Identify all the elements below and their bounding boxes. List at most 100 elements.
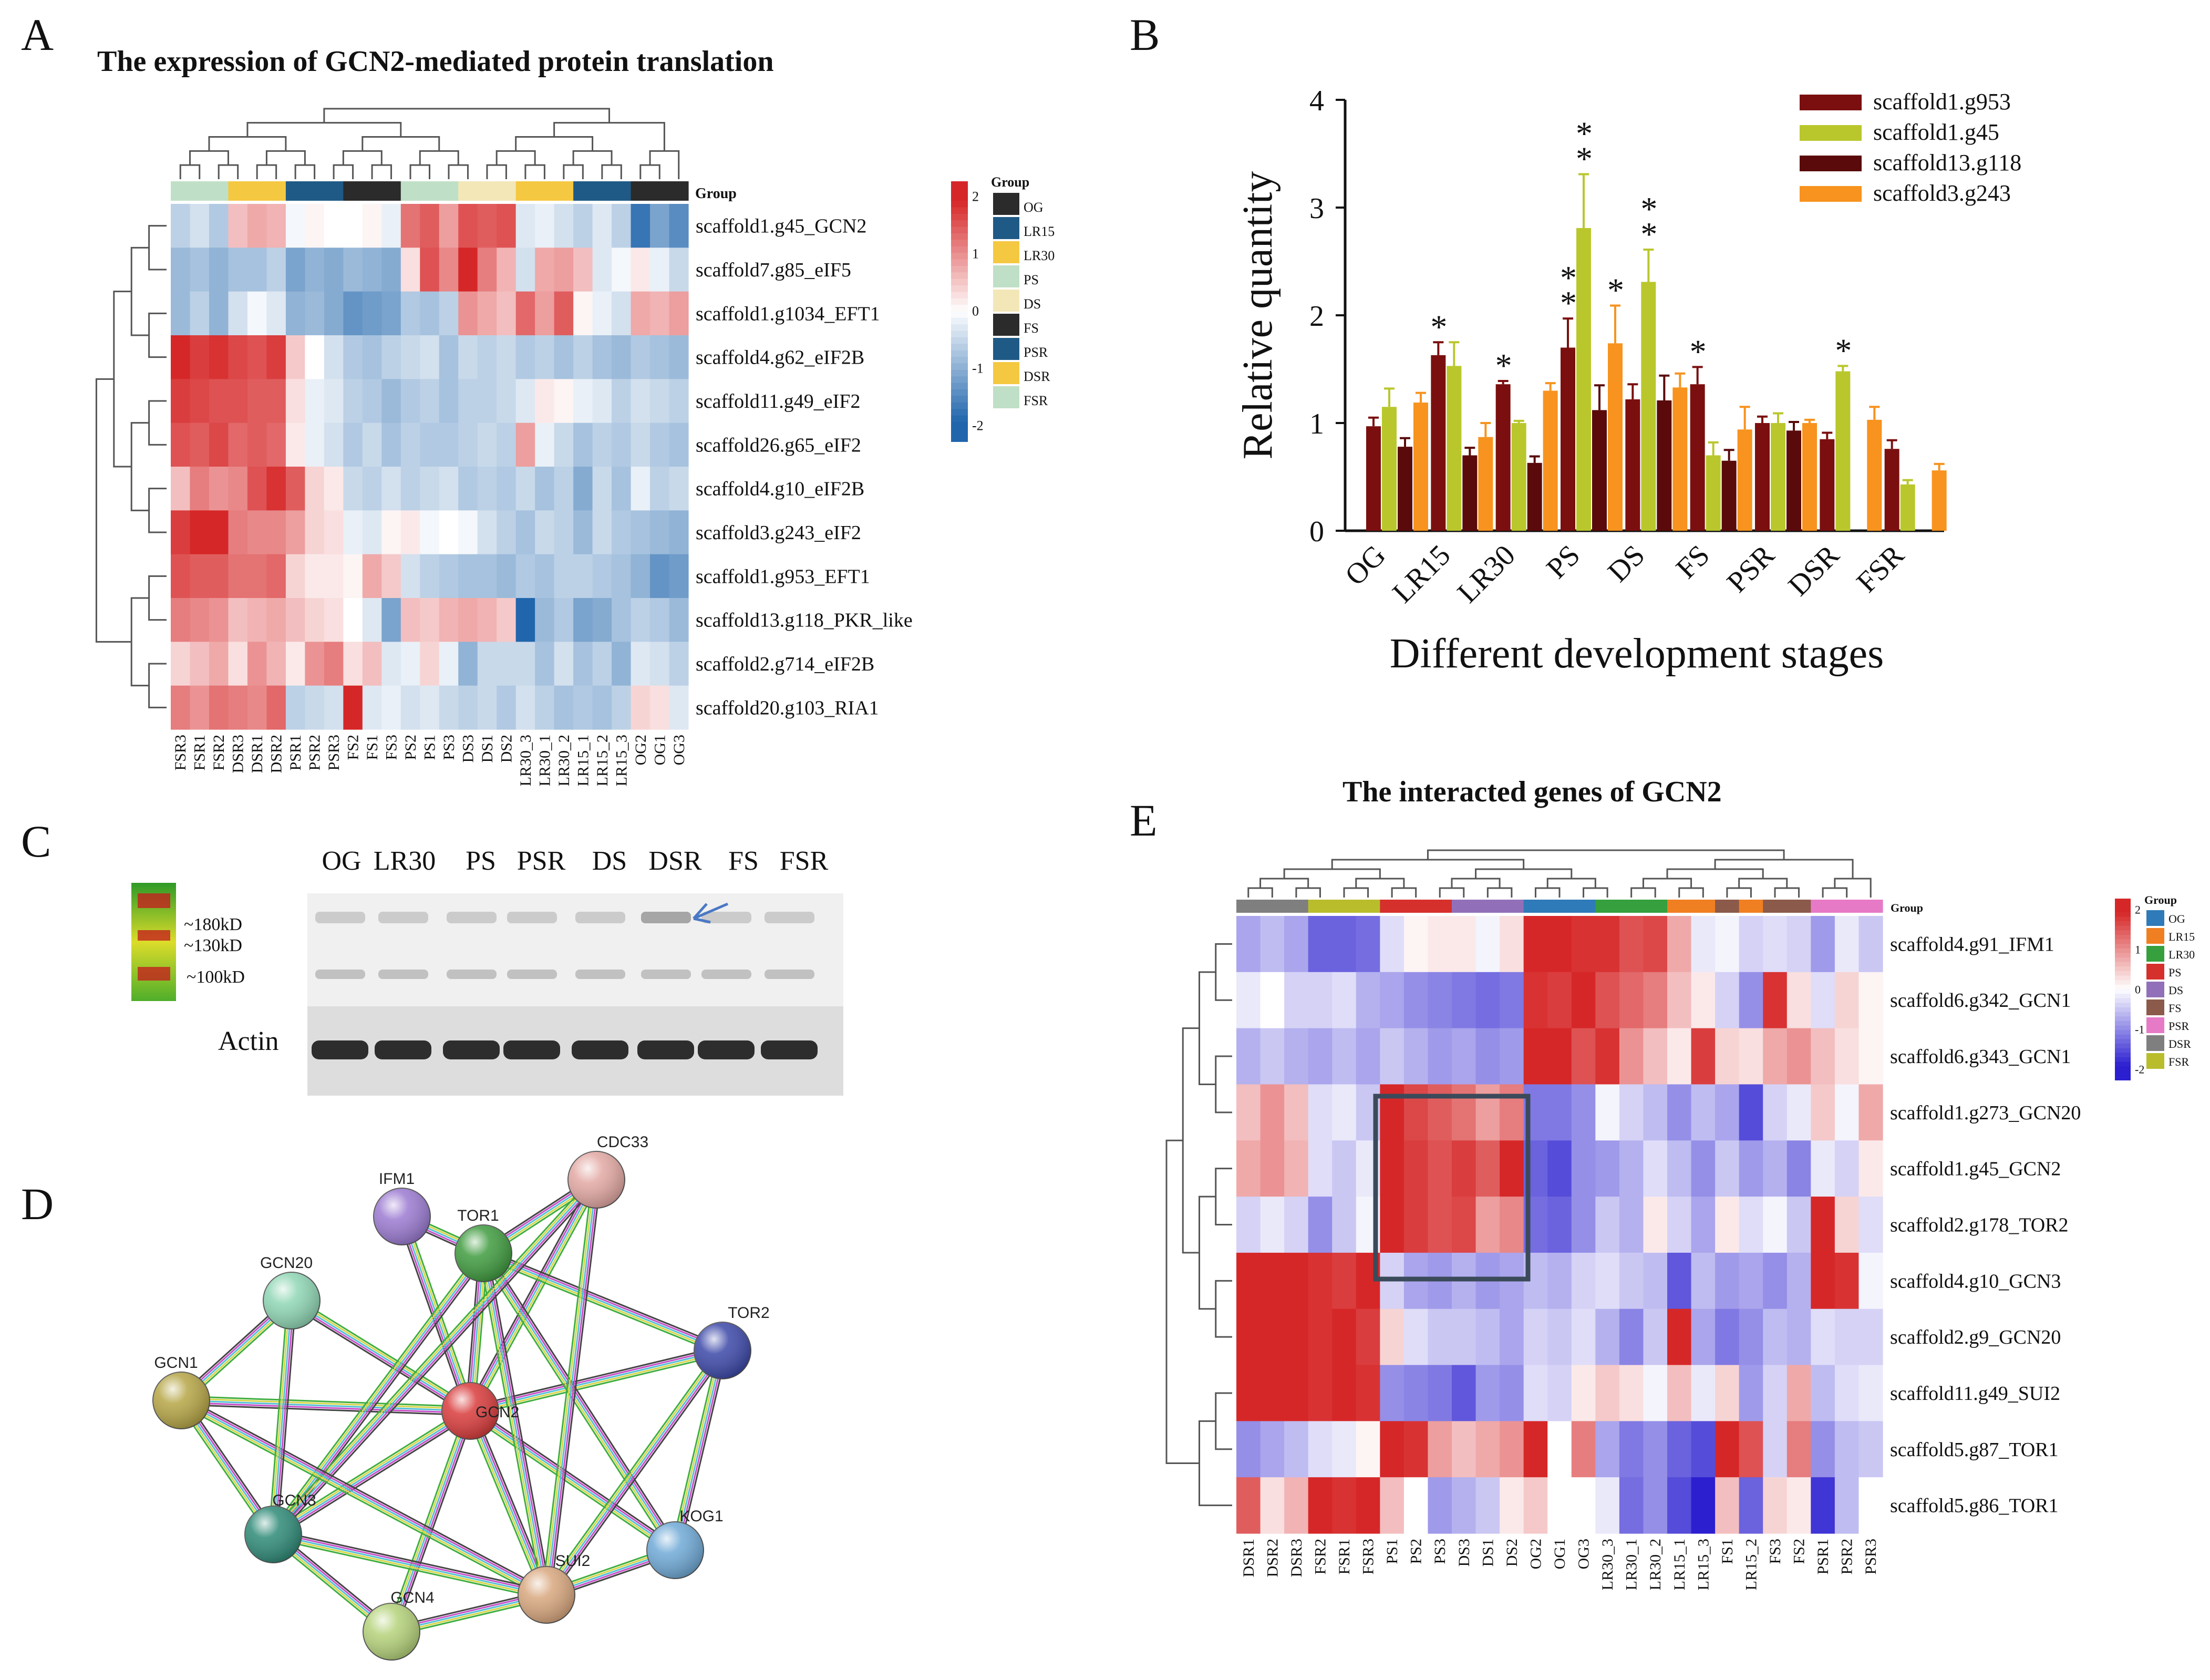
heatmap-cell — [1284, 1197, 1309, 1253]
heatmap-cell — [1715, 1252, 1740, 1310]
heatmap-cell — [171, 291, 191, 336]
heatmap-cell — [612, 204, 632, 248]
row-label: scaffold4.g10_eIF2B — [696, 478, 864, 500]
row-label: scaffold11.g49_SUI2 — [1890, 1383, 2060, 1405]
column-label: PS3 — [1431, 1539, 1449, 1564]
heatmap-cell — [515, 422, 535, 467]
group-bar-cell — [535, 181, 555, 201]
heatmap-e-group-bar — [1236, 900, 1883, 913]
heatmap-cell — [650, 379, 670, 424]
heatmap-cell — [631, 422, 650, 467]
row-label: scaffold13.g118_PKR_like — [696, 610, 913, 632]
heatmap-cell — [573, 204, 593, 248]
heatmap-cell — [343, 467, 363, 511]
heatmap-cell — [1571, 1028, 1596, 1085]
heatmap-cell — [190, 554, 210, 599]
heatmap-cell — [554, 248, 574, 292]
heatmap-cell — [1403, 1140, 1429, 1197]
heatmap-cell — [554, 422, 574, 467]
dendrogram-branch — [1774, 887, 1800, 898]
heatmap-cell — [1786, 1252, 1811, 1310]
actin-band — [637, 1040, 694, 1059]
network-edge — [467, 1411, 545, 1596]
heatmap-cell — [285, 335, 305, 379]
color-scale-step — [2115, 1053, 2131, 1058]
column-label: DSR3 — [1288, 1539, 1305, 1577]
heatmap-cell — [362, 204, 382, 248]
network-edge — [470, 1410, 676, 1551]
heatmap-cell — [1619, 1365, 1644, 1421]
column-label: PS2 — [1408, 1539, 1425, 1564]
network-edge — [270, 1300, 291, 1534]
actin-band — [503, 1040, 560, 1059]
group-bar-cell — [1715, 900, 1740, 913]
heatmap-cell — [497, 598, 517, 642]
scale-tick-label: -2 — [972, 418, 984, 433]
heatmap-cell — [515, 598, 535, 642]
heatmap-cell — [1356, 1028, 1380, 1085]
color-scale-step — [951, 369, 968, 377]
heatmap-cell — [612, 335, 632, 379]
heatmap-cell — [1786, 1477, 1811, 1534]
heatmap-cell — [1643, 1197, 1668, 1253]
heatmap-cell — [420, 204, 440, 248]
marker-130kd-label: ~130kD — [184, 936, 242, 955]
dendrogram-branch — [495, 150, 536, 166]
heatmap-cell — [305, 467, 325, 511]
column-label: OG1 — [1551, 1539, 1568, 1569]
column-label: FSR1 — [1336, 1539, 1353, 1574]
heatmap-cell — [343, 642, 363, 686]
heatmap-cell — [190, 291, 210, 336]
heatmap-cell — [1332, 1477, 1357, 1534]
heatmap-cell — [1356, 916, 1380, 973]
heatmap-cell — [650, 422, 670, 467]
bar — [1786, 430, 1801, 531]
actin-band — [312, 1040, 368, 1059]
dendrogram-branch — [148, 663, 167, 708]
heatmap-cell — [1667, 1421, 1692, 1478]
heatmap-cell — [592, 422, 612, 467]
heatmap-cell — [1547, 916, 1572, 973]
heatmap-cell — [1500, 972, 1524, 1029]
column-label: FSR2 — [1311, 1539, 1329, 1574]
column-label: FSR1 — [191, 735, 209, 770]
dendrogram-branch — [1355, 878, 1405, 888]
heatmap-cell — [1715, 1308, 1740, 1366]
legend-title: Group — [2144, 893, 2177, 906]
heatmap-cell — [1786, 916, 1811, 973]
group-bar-cell — [1308, 900, 1333, 913]
group-bar-cell — [362, 181, 382, 201]
heatmap-cell — [1595, 1197, 1620, 1253]
scale-tick-label: -2 — [2135, 1063, 2144, 1076]
group-bar-cell — [1739, 900, 1763, 913]
actin-band — [375, 1040, 431, 1059]
network-edge — [272, 1535, 546, 1598]
heatmap-cell — [515, 204, 535, 248]
bar — [1625, 399, 1640, 531]
heatmap-cell — [324, 248, 344, 292]
lane-label: LR30 — [374, 846, 436, 876]
heatmap-cell — [1619, 1140, 1644, 1197]
legend-label: scaffold1.g953 — [1873, 89, 2011, 115]
heatmap-cell — [1236, 1197, 1261, 1253]
blot-band — [447, 970, 497, 979]
bar — [1690, 384, 1705, 531]
heatmap-cell — [1236, 972, 1261, 1029]
color-scale-step — [2115, 899, 2131, 904]
heatmap-cell — [592, 467, 612, 511]
heatmap-cell — [209, 685, 229, 730]
node-shine — [153, 1372, 210, 1429]
heatmap-cell — [285, 248, 305, 292]
network-edge — [269, 1250, 481, 1533]
network-edge — [181, 1399, 547, 1596]
scale-tick-label: -1 — [972, 360, 984, 376]
heatmap-cell — [1715, 1197, 1740, 1253]
color-scale-step — [951, 357, 968, 364]
heatmap-cell — [171, 379, 191, 424]
heatmap-cell — [631, 467, 650, 511]
heatmap-cell — [190, 685, 210, 730]
network-edge — [181, 1401, 470, 1414]
heatmap-cell — [1715, 1421, 1740, 1478]
heatmap-cell — [515, 467, 535, 511]
blot-band — [765, 970, 814, 979]
